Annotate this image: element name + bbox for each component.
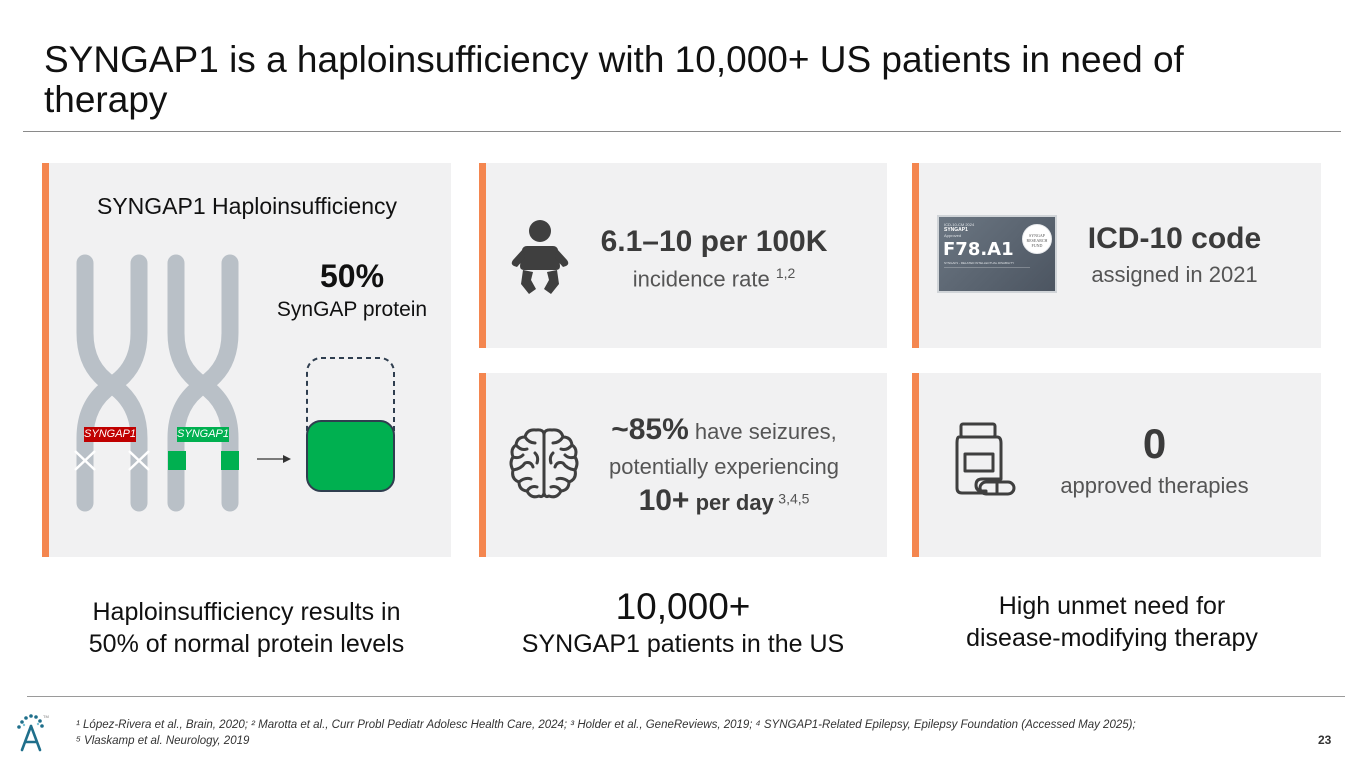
accent-bar bbox=[479, 163, 486, 348]
unmet-need-summary: High unmet need for disease-modifying th… bbox=[966, 592, 1258, 652]
haploinsufficiency-card: SYNGAP1 Haploinsufficiency 50% SynGAP pr… bbox=[42, 163, 451, 557]
haploinsufficiency-summary: Haploinsufficiency results in 50% of nor… bbox=[88, 598, 405, 658]
haploinsufficiency-heading: SYNGAP1 Haploinsufficiency bbox=[97, 193, 397, 219]
normal-gene-label: SYNGAP1 bbox=[177, 427, 229, 442]
svg-text:TM: TM bbox=[43, 714, 49, 719]
page-title: SYNGAP1 is a haploinsufficiency with 10,… bbox=[44, 39, 1184, 120]
seizure-line2: potentially experiencing bbox=[609, 454, 839, 479]
therapies-card: 0 approved therapies bbox=[912, 373, 1321, 557]
footnote-line: ¹ López-Rivera et al., Brain, 2020; ² Ma… bbox=[76, 719, 1136, 731]
accent-bar bbox=[912, 163, 919, 348]
mutant-chromosome-icon bbox=[76, 254, 148, 512]
incidence-refs: 1,2 bbox=[775, 265, 796, 281]
mutant-gene-label: SYNGAP1 bbox=[84, 427, 136, 442]
accent-bar bbox=[912, 373, 919, 557]
normal-chromosome-icon bbox=[167, 254, 239, 512]
page-number: 23 bbox=[1318, 733, 1332, 747]
incidence-stat: 6.1–10 per 100K bbox=[600, 225, 828, 258]
arrow-right-icon bbox=[257, 455, 291, 463]
seizure-percent: ~85% bbox=[611, 413, 689, 446]
protein-percent: 50% bbox=[319, 258, 385, 294]
protein-percent-label: SynGAP protein bbox=[276, 298, 428, 321]
footer-divider bbox=[27, 696, 1345, 697]
seizure-card: ~85% have seizures, potentially experien… bbox=[479, 373, 887, 557]
protein-level-fill bbox=[306, 420, 395, 492]
seal-icon: SYNGAP RESEARCH FUND bbox=[1022, 224, 1052, 254]
patients-count: 10,000+ bbox=[615, 586, 751, 627]
icd-certificate: ICD-10-CM 2024 SYNGAP1 Approved F78.A1 S… bbox=[937, 215, 1057, 293]
footnotes: ¹ López-Rivera et al., Brain, 2020; ² Ma… bbox=[76, 717, 1296, 749]
medicine-bottle-icon bbox=[955, 422, 1016, 496]
seizure-line3: 10+ per day 3,4,5 bbox=[638, 484, 810, 517]
patients-summary: 10,000+ SYNGAP1 patients in the US bbox=[479, 586, 887, 660]
therapies-label: approved therapies bbox=[1060, 473, 1249, 498]
icd-label: assigned in 2021 bbox=[1091, 262, 1258, 287]
title-divider bbox=[23, 131, 1341, 132]
footnote-line: ⁵ Vlaskamp et al. Neurology, 2019 bbox=[76, 735, 250, 747]
incidence-label: incidence rate 1,2 bbox=[632, 265, 796, 292]
company-logo-icon: TM bbox=[17, 714, 49, 752]
baby-icon bbox=[511, 220, 569, 294]
therapies-count: 0 bbox=[1142, 420, 1167, 467]
icd-code-value: F78.A1 bbox=[943, 239, 1014, 260]
accent-bar bbox=[479, 373, 486, 557]
brain-icon bbox=[509, 428, 579, 499]
icd-stat: ICD-10 code bbox=[1087, 222, 1262, 255]
gene-band bbox=[168, 451, 186, 470]
seizure-line1: ~85% have seizures, bbox=[611, 413, 837, 446]
incidence-card: 6.1–10 per 100K incidence rate 1,2 bbox=[479, 163, 887, 348]
deletion-mark-icon bbox=[74, 450, 150, 471]
chromosome-diagram bbox=[74, 254, 395, 512]
icd-code-card: ICD-10-CM 2024 SYNGAP1 Approved F78.A1 S… bbox=[912, 163, 1321, 348]
seizure-frequency: 10+ bbox=[638, 484, 690, 517]
gene-band bbox=[221, 451, 239, 470]
accent-bar bbox=[42, 163, 49, 557]
seizure-refs: 3,4,5 bbox=[778, 490, 810, 507]
